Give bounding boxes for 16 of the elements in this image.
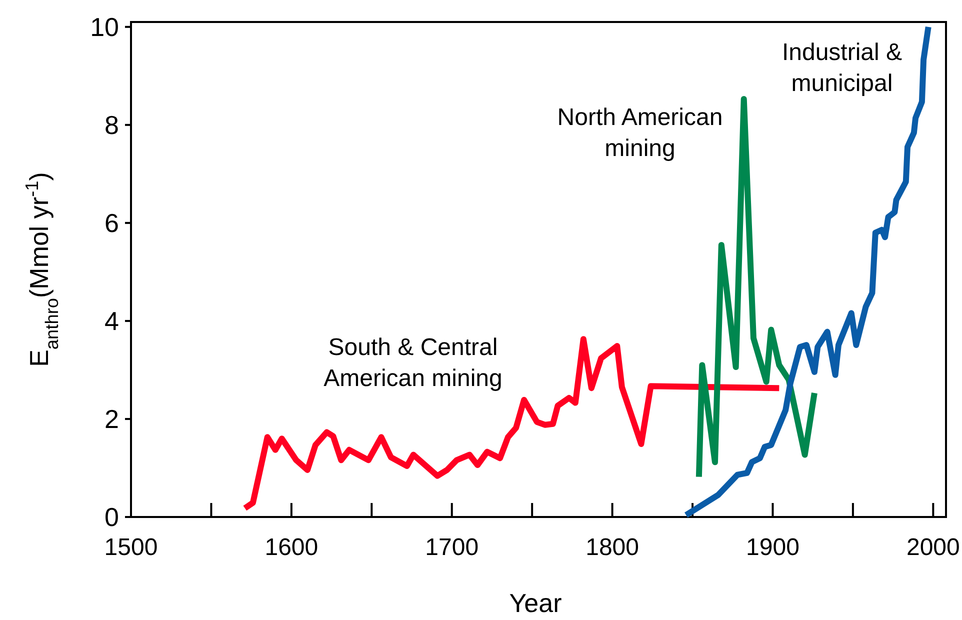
series-label: South & Central American mining bbox=[324, 334, 502, 392]
series-label: North American mining bbox=[557, 104, 723, 162]
x-axis-title: Year bbox=[509, 588, 562, 618]
x-tick-label: 1500 bbox=[104, 534, 158, 561]
y-tick-label: 8 bbox=[104, 110, 119, 140]
series-label: Industrial & municipal bbox=[782, 39, 902, 97]
x-tick-label: 1900 bbox=[746, 534, 800, 561]
y-tick-label: 6 bbox=[104, 208, 119, 238]
x-tick-label: 2000 bbox=[906, 534, 960, 561]
x-tick-label: 1600 bbox=[264, 534, 318, 561]
y-tick-label: 10 bbox=[90, 12, 119, 42]
x-tick-label: 1800 bbox=[586, 534, 639, 561]
y-tick-label: 0 bbox=[104, 502, 119, 532]
x-tick-label: 1700 bbox=[425, 534, 479, 561]
y-tick-label: 2 bbox=[104, 404, 119, 434]
y-tick-label: 4 bbox=[104, 306, 119, 336]
